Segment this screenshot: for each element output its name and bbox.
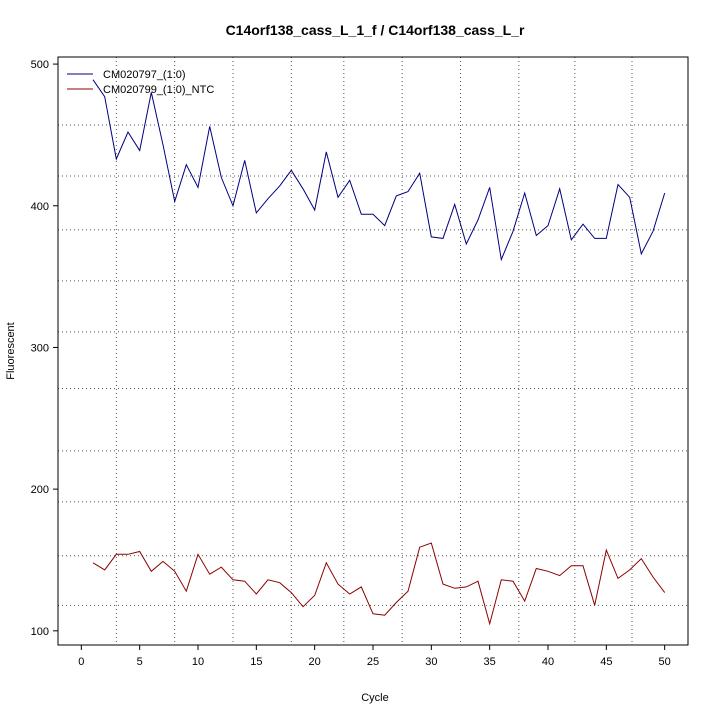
plot-frame <box>57 56 689 646</box>
x-tick-label: 20 <box>309 656 321 668</box>
x-tick-label: 45 <box>600 656 612 668</box>
legend-label: CM020799_(1:0)_NTC <box>103 84 214 96</box>
y-tick-label: 300 <box>31 342 49 354</box>
x-tick-label: 5 <box>137 656 143 668</box>
y-tick-label: 200 <box>31 484 49 496</box>
x-tick-label: 35 <box>484 656 496 668</box>
x-axis-label: Cycle <box>361 692 389 704</box>
grid <box>58 57 688 645</box>
y-tick-label: 400 <box>31 201 49 213</box>
legend-label: CM020797_(1:0) <box>103 69 186 81</box>
x-axis: 0 5 10 15 20 25 30 35 40 45 50 <box>78 645 671 668</box>
series-line-1 <box>92 79 666 262</box>
x-tick-label: 15 <box>250 656 262 668</box>
y-tick-label: 500 <box>31 59 49 71</box>
x-tick-label: 0 <box>78 656 84 668</box>
y-axis-label: Fluorescent <box>5 322 17 379</box>
x-tick-label: 30 <box>425 656 437 668</box>
series-line-2 <box>92 542 666 626</box>
chart-title: C14orf138_cass_L_1_f / C14orf138_cass_L_… <box>226 22 525 38</box>
legend: CM020797_(1:0) CM020799_(1:0)_NTC <box>67 69 214 96</box>
y-tick-label: 100 <box>31 626 49 638</box>
x-tick-label: 25 <box>367 656 379 668</box>
x-tick-label: 40 <box>542 656 554 668</box>
y-axis: 100 200 300 400 500 <box>31 59 58 638</box>
x-tick-label: 10 <box>192 656 204 668</box>
series-layer <box>92 79 666 626</box>
x-tick-label: 50 <box>659 656 671 668</box>
